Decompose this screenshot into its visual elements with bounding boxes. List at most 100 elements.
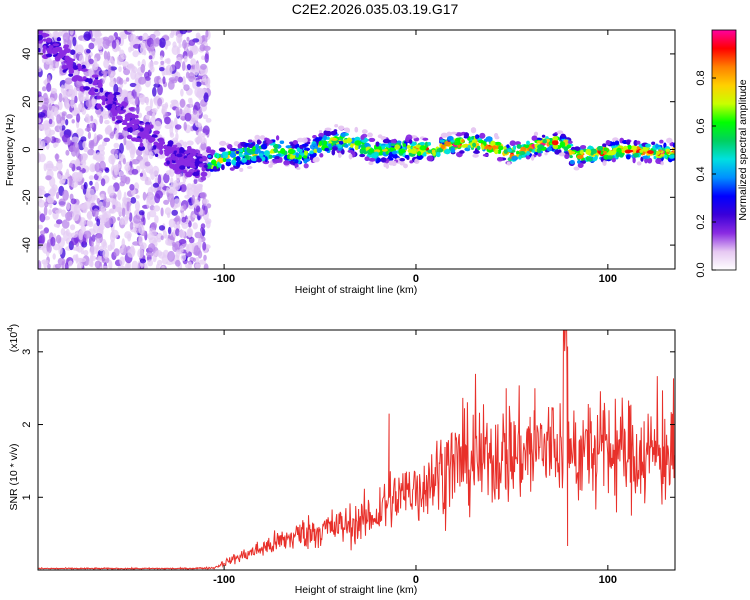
noise-cell [49,186,56,197]
ridge-cell [92,81,98,86]
noise-cell [203,263,209,269]
ridge-cell [302,155,308,159]
noise-cell [76,113,81,123]
ridge-cell [255,144,260,149]
noise-cell [116,95,121,101]
noise-cell [95,238,100,247]
ridge-cell [419,145,427,151]
ridge-cell [222,153,228,159]
noise-cell [152,38,160,47]
noise-cell [55,138,61,144]
ridge-cell [375,141,380,147]
noise-cell [194,115,198,126]
ridge-cell [391,160,397,166]
ridge-cell [576,154,584,159]
ridge-cell [266,139,273,144]
noise-cell [87,188,95,198]
ridge-cell [187,171,192,176]
noise-cell [66,114,73,119]
noise-cell [104,167,110,173]
noise-cell [88,58,94,65]
noise-cell [155,250,163,257]
ridge-cell [38,34,43,41]
ridge-cell [200,171,208,177]
spectrogram-y-tick-label: 0 [21,146,33,152]
noise-cell [190,58,197,66]
ridge-cell [199,158,204,162]
noise-cell [104,126,113,134]
ridge-cell [167,140,174,146]
snr-x-tick-label: 100 [599,574,617,586]
noise-cell [56,191,60,199]
noise-cell [109,131,115,139]
ridge-cell [88,90,95,95]
ridge-cell [573,166,580,171]
ridge-cell [211,159,217,165]
noise-cell [153,76,161,85]
spectrogram-x-tick-label: 100 [599,273,617,285]
ridge-cell [235,150,240,154]
noise-cell [85,99,93,108]
ridge-cell [289,154,295,160]
spectrogram-y-tick-label: 40 [21,48,33,60]
noise-cell [127,249,135,258]
ridge-cell [176,160,184,166]
noise-cell [94,181,100,192]
ridge-cell [332,146,338,151]
noise-cell [78,171,83,180]
ridge-cell [359,153,366,158]
colorbar-tick-label: 0.4 [695,166,707,181]
noise-cell [186,140,194,146]
noise-cell [117,265,126,269]
ridge-cell [612,141,616,147]
ridge-cell [186,148,194,154]
noise-cell [114,153,119,160]
noise-cell [72,254,78,261]
noise-cell [44,126,52,137]
ridge-cell [665,148,670,152]
ridge-cell [408,139,413,145]
ridge-cell [497,149,502,154]
ridge-cell [417,151,422,157]
ridge-cell [189,152,197,157]
noise-cell [96,197,101,205]
ridge-cell [364,142,370,147]
noise-cell [95,152,103,163]
noise-cell [192,257,196,262]
ridge-cell [614,140,620,146]
ridge-cell [288,148,296,155]
snr-y-tick-label: 3 [21,349,33,355]
noise-cell [152,253,157,263]
noise-cell [155,263,160,269]
noise-cell [118,152,124,162]
noise-cell [99,245,104,252]
ridge-cell [518,151,526,155]
ridge-cell [247,166,253,169]
noise-cell [109,66,117,71]
ridge-cell [506,144,510,148]
ridge-cell [470,127,477,134]
ridge-cell [380,157,387,163]
ridge-cell [96,103,102,109]
noise-cell [160,235,164,241]
noise-cell [70,97,75,109]
ridge-cell [212,165,217,172]
noise-cell [134,96,138,106]
ridge-cell [170,153,175,158]
snr-y-label: SNR (10 * v/v) [8,443,20,510]
ridge-cell [111,103,116,110]
ridge-cell [516,150,520,155]
ridge-cell [611,145,617,149]
noise-cell [58,246,63,255]
ridge-cell [461,144,468,148]
noise-cell [107,185,115,196]
ridge-cell [227,144,233,150]
ridge-cell [169,163,176,169]
ridge-cell [201,166,206,172]
noise-cell [64,262,69,269]
noise-cell [119,181,125,187]
ridge-cell [579,149,584,155]
noise-cell [180,254,187,262]
noise-cell [205,220,211,229]
noise-cell [183,55,188,63]
